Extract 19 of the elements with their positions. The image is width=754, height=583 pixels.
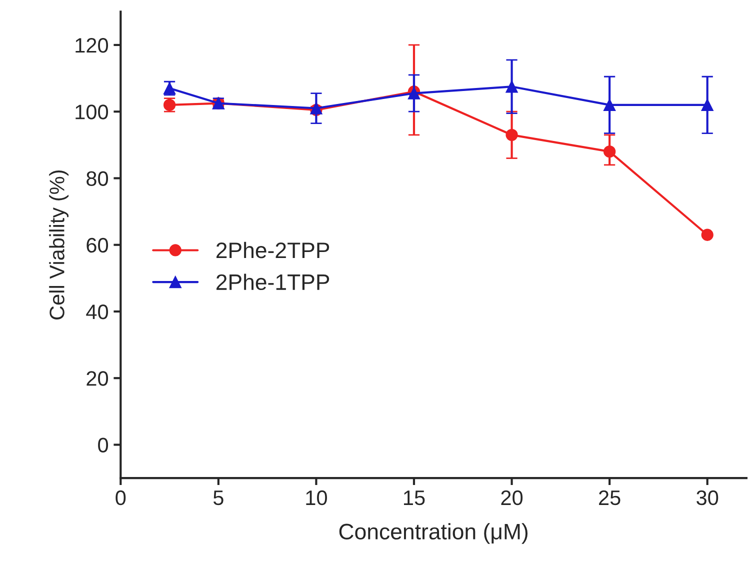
x-tick-label: 10 <box>306 490 327 506</box>
point <box>701 228 714 241</box>
x-tick-label: 5 <box>213 490 224 506</box>
x-axis-title: Concentration (μM) <box>339 523 528 544</box>
y-tick-label: 100 <box>76 104 108 120</box>
x-tick-label: 15 <box>404 490 425 506</box>
y-axis-title: Cell Viability (%) <box>49 170 69 320</box>
x-tick-label: 30 <box>696 490 718 506</box>
y-tick-label: 120 <box>76 38 108 53</box>
legend-label: 2Phe-2TPP <box>216 242 330 258</box>
y-tick-label: 20 <box>86 371 108 386</box>
x-tick-label: 25 <box>599 490 620 506</box>
y-tick-label: 0 <box>98 438 108 452</box>
legend-label: 2Phe-1TPP <box>216 274 330 290</box>
y-tick-label: 60 <box>86 238 108 253</box>
x-tick-label: 0 <box>116 490 126 506</box>
y-tick-label: 40 <box>86 304 108 320</box>
y-tick-label: 80 <box>86 171 108 186</box>
x-tick-label: 20 <box>501 490 523 506</box>
